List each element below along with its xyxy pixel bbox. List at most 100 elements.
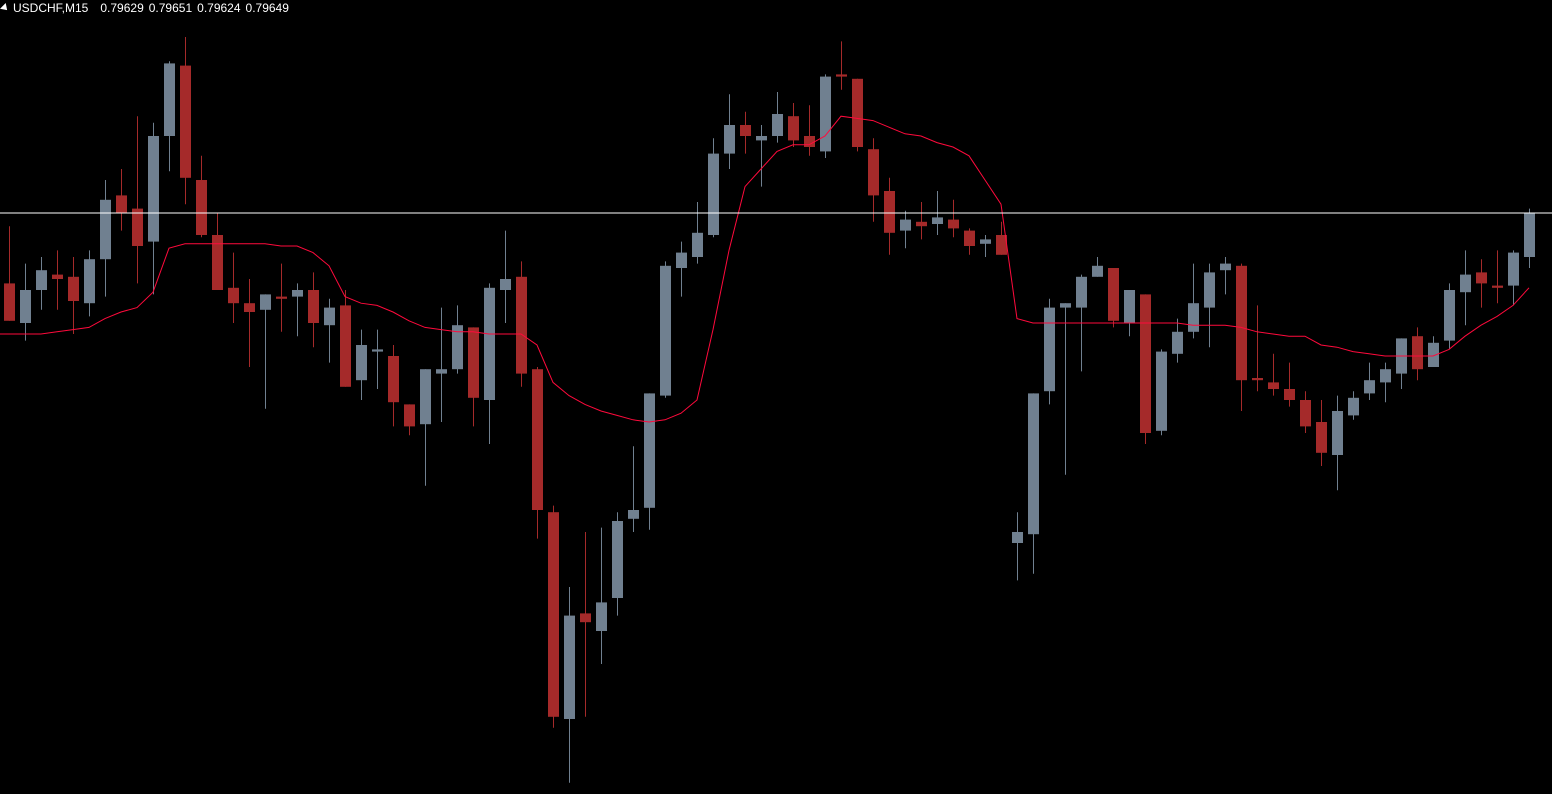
- candle-bear: [884, 191, 895, 233]
- candle-bull: [100, 199, 111, 260]
- candle-bull: [1124, 290, 1135, 323]
- candle-bear: [740, 125, 751, 136]
- candle-bear: [212, 235, 223, 290]
- candle-bear: [1492, 285, 1503, 288]
- candle-bull: [1204, 272, 1215, 308]
- candle-bear: [548, 512, 559, 717]
- candle-bear: [948, 219, 959, 229]
- candle-bear: [996, 235, 1007, 255]
- candle-bull: [36, 270, 47, 290]
- candle-bear: [868, 149, 879, 196]
- candle-bull: [1380, 369, 1391, 383]
- candle-bull: [1524, 213, 1535, 257]
- candle-bear: [340, 305, 351, 387]
- candle-bear: [836, 74, 847, 77]
- candle-bull: [1092, 265, 1103, 277]
- candle-bull: [1428, 342, 1439, 367]
- candle-bull: [1444, 290, 1455, 341]
- candle-bull: [692, 232, 703, 257]
- candle-bear: [1140, 294, 1151, 433]
- candle-bull: [292, 290, 303, 297]
- candle-bull: [500, 279, 511, 290]
- candle-bull: [1028, 393, 1039, 535]
- candle-bull: [724, 125, 735, 154]
- candle-bull: [324, 307, 335, 326]
- candle-bear: [532, 369, 543, 510]
- candle-bull: [436, 369, 447, 374]
- candle-bull: [1172, 331, 1183, 354]
- candle-bull: [260, 294, 271, 310]
- candle-bear: [852, 78, 863, 147]
- candle-bear: [228, 287, 239, 304]
- candle-bear: [308, 290, 319, 323]
- candle-bull: [820, 76, 831, 152]
- candle-bull: [1156, 351, 1167, 431]
- candle-bear: [180, 65, 191, 178]
- candle-bull: [1188, 303, 1199, 332]
- candle-bull: [980, 239, 991, 244]
- candle-bull: [84, 259, 95, 304]
- candle-bull: [420, 369, 431, 425]
- candle-bear: [916, 221, 927, 227]
- candle-bear: [196, 180, 207, 235]
- indicator-line: [0, 115, 1530, 423]
- candle-bull: [372, 349, 383, 352]
- candle-bear: [1108, 268, 1119, 321]
- candle-bull: [1012, 532, 1023, 543]
- candle-bull: [1460, 274, 1471, 293]
- candle-bull: [1364, 380, 1375, 394]
- candle-bull: [1332, 411, 1343, 455]
- chart-header: USDCHF,M15 0.79629 0.79651 0.79624 0.796…: [0, 0, 289, 16]
- candle-bear: [516, 276, 527, 374]
- candle-bear: [244, 303, 255, 312]
- candle-bull: [164, 63, 175, 136]
- candle-bull: [772, 114, 783, 136]
- candle-bull: [148, 136, 159, 242]
- candle-bear: [52, 274, 63, 279]
- candle-bull: [452, 325, 463, 370]
- candle-bull: [644, 393, 655, 508]
- dropdown-triangle-icon[interactable]: [0, 3, 10, 13]
- candle-bear: [1236, 265, 1247, 381]
- candle-bear: [1252, 378, 1263, 381]
- candle-bull: [612, 521, 623, 598]
- open-price: 0.79629: [100, 1, 144, 15]
- candle-bull: [628, 510, 639, 519]
- candle-bull: [1044, 307, 1055, 392]
- candle-bull: [676, 252, 687, 268]
- candle-bull: [708, 153, 719, 235]
- candle-bear: [1412, 336, 1423, 370]
- candle-bear: [132, 208, 143, 246]
- candle-bull: [932, 217, 943, 224]
- candle-bear: [116, 195, 127, 213]
- candle-bear: [1300, 400, 1311, 427]
- close-price: 0.79649: [245, 1, 289, 15]
- candle-bull: [1220, 263, 1231, 271]
- candle-bear: [804, 136, 815, 147]
- candle-bear: [1284, 389, 1295, 400]
- candle-bull: [20, 290, 31, 323]
- candle-bear: [276, 296, 287, 299]
- symbol-timeframe: USDCHF,M15: [13, 1, 89, 15]
- candle-bull: [1060, 303, 1071, 308]
- candle-bull: [660, 265, 671, 396]
- candle-bull: [1508, 252, 1519, 286]
- high-price: 0.79651: [148, 1, 193, 15]
- candle-bear: [964, 230, 975, 246]
- candle-bear: [580, 613, 591, 623]
- candle-bull: [1348, 397, 1359, 416]
- candle-bull: [484, 287, 495, 400]
- candle-bull: [356, 345, 367, 381]
- candle-bear: [468, 327, 479, 398]
- candle-bull: [564, 615, 575, 719]
- candle-bear: [404, 404, 415, 427]
- candle-bull: [900, 219, 911, 231]
- candle-bear: [4, 283, 15, 321]
- candle-bear: [788, 116, 799, 141]
- candle-bear: [388, 356, 399, 403]
- candle-bull: [596, 602, 607, 631]
- candle-bull: [756, 136, 767, 141]
- candle-bull: [1076, 276, 1087, 308]
